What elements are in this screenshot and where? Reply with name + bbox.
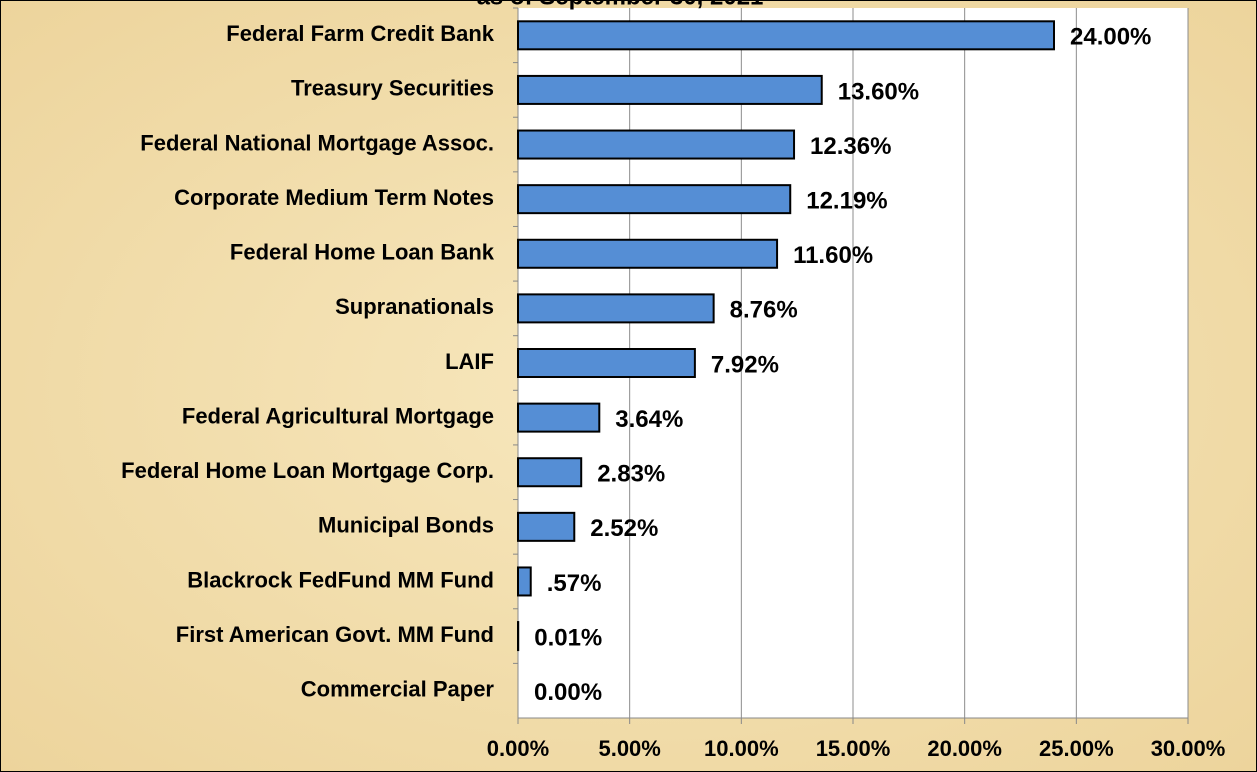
- y-tick-label: First American Govt. MM Fund: [176, 622, 494, 647]
- data-label: 24.00%: [1070, 24, 1151, 51]
- bar: [517, 566, 532, 597]
- y-tick-label: Blackrock FedFund MM Fund: [187, 567, 494, 592]
- x-tick-label: 0.00%: [487, 736, 549, 761]
- y-tick-label: Federal National Mortgage Assoc.: [140, 130, 494, 155]
- y-tick-label: Corporate Medium Term Notes: [174, 185, 494, 210]
- x-tick-label: 20.00%: [927, 736, 1002, 761]
- chart-title: as of September 30, 2021: [477, 0, 764, 10]
- data-label: 13.60%: [838, 78, 919, 105]
- bar: [517, 238, 779, 269]
- data-label: 12.19%: [806, 187, 887, 214]
- y-tick-label: Federal Home Loan Mortgage Corp.: [121, 458, 494, 483]
- y-tick-label: Municipal Bonds: [318, 513, 494, 538]
- bar: [517, 457, 583, 488]
- data-label: 11.60%: [793, 242, 873, 269]
- bar: [517, 402, 601, 433]
- y-tick-label: Commercial Paper: [301, 677, 495, 702]
- x-tick-label: 15.00%: [816, 736, 891, 761]
- x-tick-label: 30.00%: [1151, 736, 1226, 761]
- data-label: 0.01%: [534, 624, 602, 651]
- y-tick-label: Federal Agricultural Mortgage: [182, 403, 494, 428]
- data-label: .57%: [547, 570, 602, 597]
- x-tick-label: 5.00%: [598, 736, 660, 761]
- y-tick-label: Federal Home Loan Bank: [230, 240, 495, 265]
- bar: [517, 348, 696, 378]
- data-label: 0.00%: [534, 679, 602, 706]
- data-label: 7.92%: [711, 351, 779, 378]
- data-label: 3.64%: [615, 406, 683, 433]
- y-tick-label: Federal Farm Credit Bank: [226, 21, 495, 46]
- data-label: 8.76%: [730, 297, 798, 324]
- bar: [517, 511, 576, 542]
- bar: [517, 293, 715, 324]
- bar: [517, 184, 792, 215]
- data-label: 2.52%: [590, 515, 658, 542]
- x-tick-label: 25.00%: [1039, 736, 1114, 761]
- bar: [517, 74, 823, 105]
- data-label: 12.36%: [810, 133, 891, 160]
- data-label: 2.83%: [597, 461, 665, 488]
- y-tick-label: Treasury Securities: [291, 76, 494, 101]
- bar: [517, 129, 796, 160]
- y-tick-label: LAIF: [445, 349, 494, 374]
- bar: [517, 20, 1055, 51]
- y-tick-label: Supranationals: [335, 294, 494, 319]
- x-tick-label: 10.00%: [704, 736, 779, 761]
